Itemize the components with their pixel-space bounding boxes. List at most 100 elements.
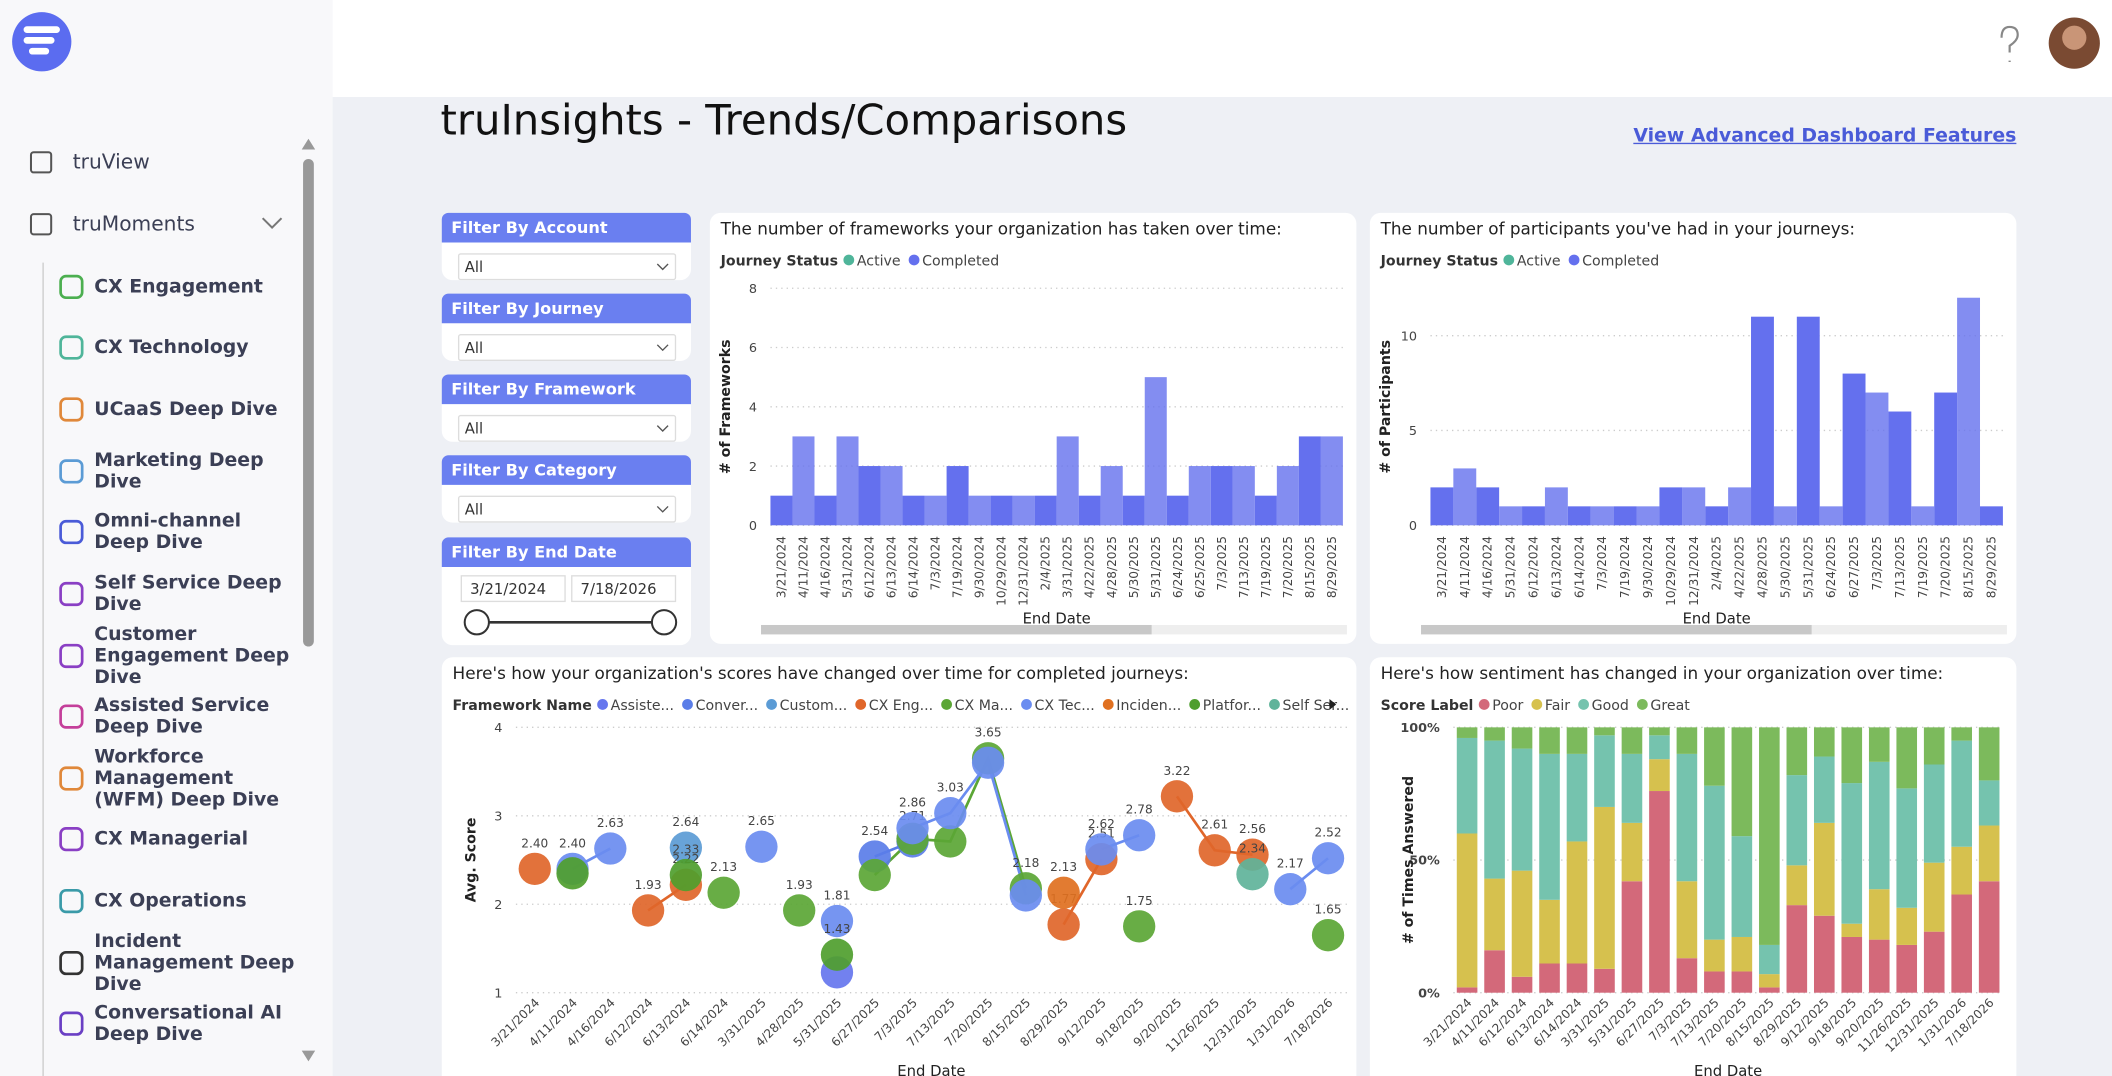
bar-segment [1841,936,1863,993]
score-point [858,858,891,892]
filter-dropdown[interactable]: All [457,334,677,361]
bar-segment [1676,727,1698,754]
nav-item[interactable]: truView [72,149,150,174]
bar-segment [1539,727,1560,754]
score-point [1311,842,1345,875]
nav-item[interactable]: Omni-channel Deep Dive [94,510,242,554]
bar-segment [1567,506,1591,526]
nav-item[interactable]: CX Operations [94,890,247,912]
nav-item[interactable]: Assisted Service Deep Dive [94,695,270,739]
score-point [1047,876,1080,909]
filter-dropdown[interactable]: All [457,253,677,281]
bar-segment [1813,822,1835,916]
x-tick-label: 4/16/2024 [819,536,833,598]
bar-segment [1484,878,1505,951]
bar-segment [1144,377,1167,526]
advanced-link[interactable]: View Advanced Dashboard Features [1633,125,2017,147]
chart-panel: Here's how sentiment has changed in your… [1369,657,2017,1076]
nav-item[interactable]: CX Technology [94,336,249,359]
nav-item[interactable]: Self Service Deep Dive [94,572,282,616]
bar-segment [1511,748,1533,871]
nav-item[interactable]: Customer Engagement Deep Dive [94,623,290,689]
score-point [707,876,740,909]
data-label: 1.43 [823,922,850,936]
nav-item[interactable]: CX Managerial [94,828,249,850]
bar-segment [858,466,881,526]
chevron [656,344,669,352]
bar-segment [1056,436,1079,526]
x-tick-label: 6/27/2025 [1847,536,1861,598]
bar-segment [1649,735,1670,760]
y-tick-label: 0 [749,519,757,534]
bar-segment [1544,487,1568,526]
bar-segment [1659,487,1683,526]
date-input[interactable]: 3/21/2024 [460,575,566,603]
nav-item[interactable]: Workforce Management (WFM) Deep Dive [94,746,280,811]
score-point [1123,819,1156,852]
bar-segment [1704,727,1725,786]
x-tick-label: 7/19/2024 [951,536,965,598]
x-tick-label: 4/11/2024 [1458,536,1472,598]
data-label: 2.17 [1277,857,1304,871]
x-axis-title: End Date [1694,1063,1762,1076]
nav-icon [59,888,84,914]
nav-icon [59,950,84,976]
bar-segment [1980,506,2003,526]
bar-segment [1978,825,2000,882]
bar-segment [1594,727,1615,736]
data-label: 1.93 [635,878,662,892]
score-point [896,812,929,845]
nav-icon [59,397,84,422]
nav-icon [59,274,84,300]
nav-item[interactable]: Incident Management Deep Dive [94,930,295,996]
nav-item[interactable]: CX Engagement [94,276,263,298]
bar-segment [1911,506,1935,526]
bar-segment [814,495,837,526]
bar-segment [1841,923,1863,937]
x-tick-label: 9/30/2024 [1641,536,1655,598]
bar-segment [1621,881,1643,993]
legend-label: CX Tec... [1035,698,1095,714]
nav-item[interactable]: Conversational AI Deep Dive [94,1002,283,1046]
bar-segment [1978,727,2000,781]
filter-dropdown[interactable]: All [457,414,677,442]
score-point [1311,919,1345,952]
legend-swatch [682,699,693,710]
bar-segment [1594,735,1615,807]
y-tick-label: 0 [1409,519,1417,534]
x-tick-label: 7/19/2025 [1259,536,1273,598]
data-label: 1.93 [786,878,813,892]
legend-swatch [1503,254,1515,266]
filter-label: Filter By End Date [441,537,691,568]
date-input[interactable]: 7/18/2026 [571,575,677,603]
date-slider[interactable] [442,602,691,642]
legend-label: Conver... [696,698,758,714]
legend-swatch [1568,254,1580,266]
data-label: 3.65 [975,726,1002,740]
x-tick-label: 8/29/2025 [1325,536,1339,598]
x-tick-label: 5/31/2025 [1149,536,1163,598]
bar-segment [1868,727,1890,762]
x-tick-label: 10/29/2024 [1664,536,1678,606]
bar-segment [1649,791,1670,993]
bar-segment [990,495,1013,526]
score-point [1160,780,1194,813]
x-tick-label: 7/13/2025 [1893,536,1907,598]
score-point [934,796,967,830]
legend-label: Completed [1582,253,1659,269]
legend-label: Fair [1545,698,1570,714]
nav-item[interactable]: UCaaS Deep Dive [94,398,278,421]
nav-icon [29,151,53,174]
chart-title: The number of frameworks your organizati… [720,218,1282,238]
filter-dropdown[interactable]: All [457,495,677,523]
legend-label: Self Ser... [1283,698,1350,714]
nav-item[interactable]: Marketing Deep Dive [94,449,264,493]
data-label: 2.13 [710,860,737,874]
chart-panel: The number of frameworks your organizati… [709,212,1357,644]
filter-label: Filter By Framework [441,374,691,405]
bar-segment [1276,466,1299,526]
nav-item[interactable]: truMoments [72,211,195,236]
data-label: 2.61 [1201,818,1228,832]
score-point [594,832,627,865]
bar-segment [1484,740,1505,879]
